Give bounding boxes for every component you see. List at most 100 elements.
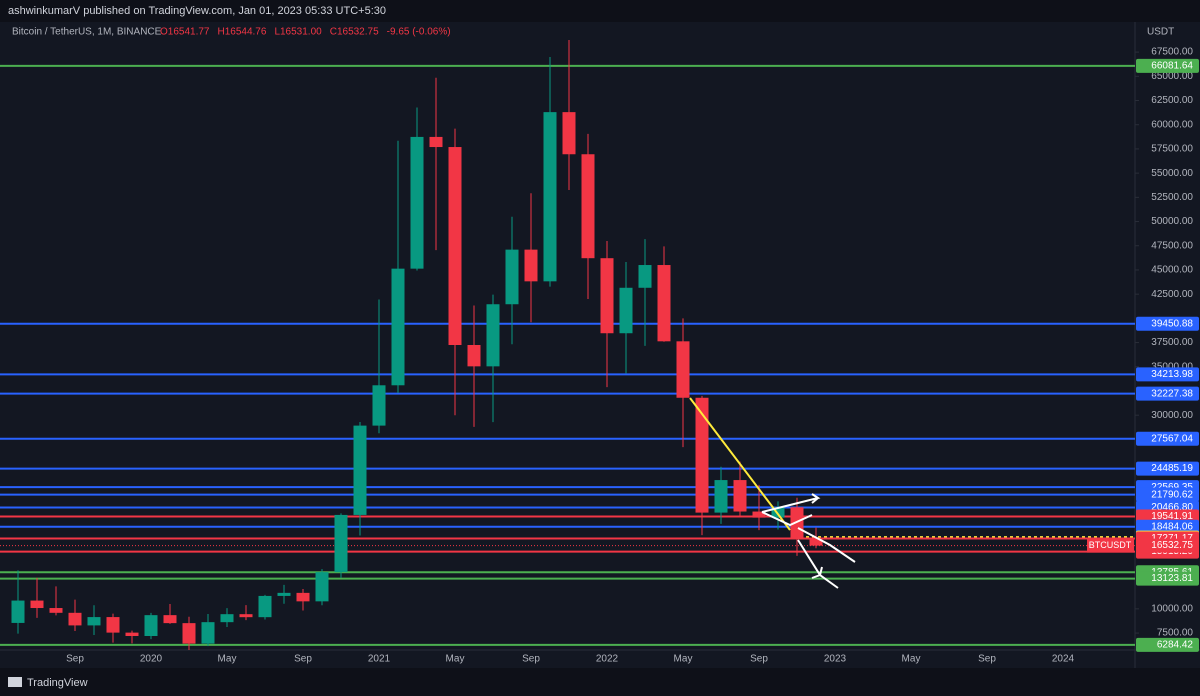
y-tick-label: 30000.00 (1151, 410, 1193, 421)
candle-body (638, 265, 652, 288)
candle-body (752, 511, 766, 518)
last-price-bg (1136, 538, 1199, 553)
x-tick-label: 2022 (596, 654, 619, 665)
arrow (761, 493, 821, 513)
symbol-label-bg (1087, 538, 1134, 553)
x-tick-label: May (674, 654, 693, 665)
candle-body (391, 268, 405, 386)
publisher: ashwinkumarV published on TradingView.co… (8, 5, 386, 17)
y-tick-label: 35000.00 (1151, 361, 1193, 372)
candle-body (695, 397, 709, 513)
candle-body (505, 249, 519, 305)
level-label: 21790.62 (1151, 489, 1193, 500)
ohlc-legend: O16541.77 H16544.76 L16531.00 C16532.75 -9.6… (160, 27, 451, 38)
y-tick-label: 45000.00 (1151, 265, 1193, 276)
candle-body (543, 112, 557, 282)
y-tick-label: 55000.00 (1151, 168, 1193, 179)
candle-body (467, 345, 481, 367)
candle-body (809, 539, 823, 546)
level-label: 19541.91 (1151, 511, 1193, 522)
level-label-bg (1136, 519, 1199, 534)
candle-body (220, 614, 234, 623)
candle-body (182, 623, 196, 644)
y-tick-label: 60000.00 (1151, 119, 1193, 130)
level-label-bg (1136, 571, 1199, 586)
y-tick-label: 47500.00 (1151, 240, 1193, 251)
y-tick-label: 50000.00 (1151, 216, 1193, 227)
candle-body (562, 112, 576, 155)
x-tick-label: 2023 (824, 654, 847, 665)
candle-body (771, 507, 785, 518)
x-tick-label: Sep (294, 654, 312, 665)
axes: 7500.00 10000.00 30000.00 35000.00 37500.00 4… (66, 47, 1199, 665)
x-tick-label: 2020 (140, 654, 163, 665)
level-label-bg (1136, 367, 1199, 382)
level-label: 17271.17 (1151, 533, 1193, 544)
brand: TradingView (27, 677, 88, 689)
x-tick-label: Sep (978, 654, 996, 665)
bottom-bar (0, 668, 1200, 696)
candle-body (524, 249, 538, 282)
logo (8, 677, 22, 687)
level-label-bg (1136, 431, 1199, 446)
level-label-bg (1136, 58, 1199, 73)
candle-body (201, 622, 215, 644)
level-label: 34213.98 (1151, 369, 1193, 380)
trend-line (689, 397, 791, 531)
level-label-bg (1136, 316, 1199, 331)
ohlc-value: L16531.00 (274, 27, 322, 38)
x-tick-label: May (218, 654, 237, 665)
level-label: 24485.19 (1151, 463, 1193, 474)
candle-body (676, 341, 690, 398)
level-label: 66081.64 (1151, 60, 1193, 71)
candle-body (144, 615, 158, 637)
x-tick-label: May (446, 654, 465, 665)
symbol-label: BTCUSDT (1089, 540, 1132, 550)
currency: USDT (1147, 27, 1174, 38)
candle-body (11, 600, 25, 623)
level-label: 18484.06 (1151, 521, 1193, 532)
level-label-bg (1136, 637, 1199, 652)
arrow (797, 527, 856, 563)
level-label: 27567.04 (1151, 433, 1193, 444)
annotations (689, 397, 856, 589)
y-tick-label: 10000.00 (1151, 603, 1193, 614)
x-tick-label: Sep (66, 654, 84, 665)
candle-body (334, 514, 348, 573)
level-label: 32227.38 (1151, 388, 1193, 399)
y-tick-label: 42500.00 (1151, 289, 1193, 300)
ohlc-value: C16532.75 (330, 27, 379, 38)
candle-body (68, 612, 82, 626)
x-tick-label: Sep (522, 654, 540, 665)
symbol: Bitcoin / TetherUS, 1M, BINANCE (12, 27, 162, 38)
levels (0, 64, 1135, 646)
top-bar (0, 0, 1200, 22)
y-tick-label: 52500.00 (1151, 192, 1193, 203)
y-tick-label: 67500.00 (1151, 47, 1193, 58)
y-tick-label: 7500.00 (1157, 628, 1194, 639)
candle-body (163, 615, 177, 624)
last-price-label: 16532.75 (1151, 540, 1193, 551)
x-tick-label: 2021 (368, 654, 391, 665)
candles (11, 40, 823, 650)
candle-body (581, 154, 595, 259)
candle-body (448, 147, 462, 345)
level-label-bg (1136, 386, 1199, 401)
y-tick-label: 57500.00 (1151, 144, 1193, 155)
candle-body (714, 480, 728, 513)
x-tick-label: 2024 (1052, 654, 1075, 665)
level-label-bg (1136, 461, 1199, 476)
x-tick-label: Sep (750, 654, 768, 665)
ohlc-value: O16541.77 (160, 27, 210, 38)
ohlc-value: -9.65 (-0.06%) (387, 27, 451, 38)
candle-body (486, 304, 500, 367)
candle-body (353, 425, 367, 515)
y-tick-label: 37500.00 (1151, 337, 1193, 348)
candle-body (600, 258, 614, 334)
candle-body (106, 617, 120, 633)
arrow-head (811, 566, 823, 579)
level-label: 20466.80 (1151, 502, 1193, 513)
